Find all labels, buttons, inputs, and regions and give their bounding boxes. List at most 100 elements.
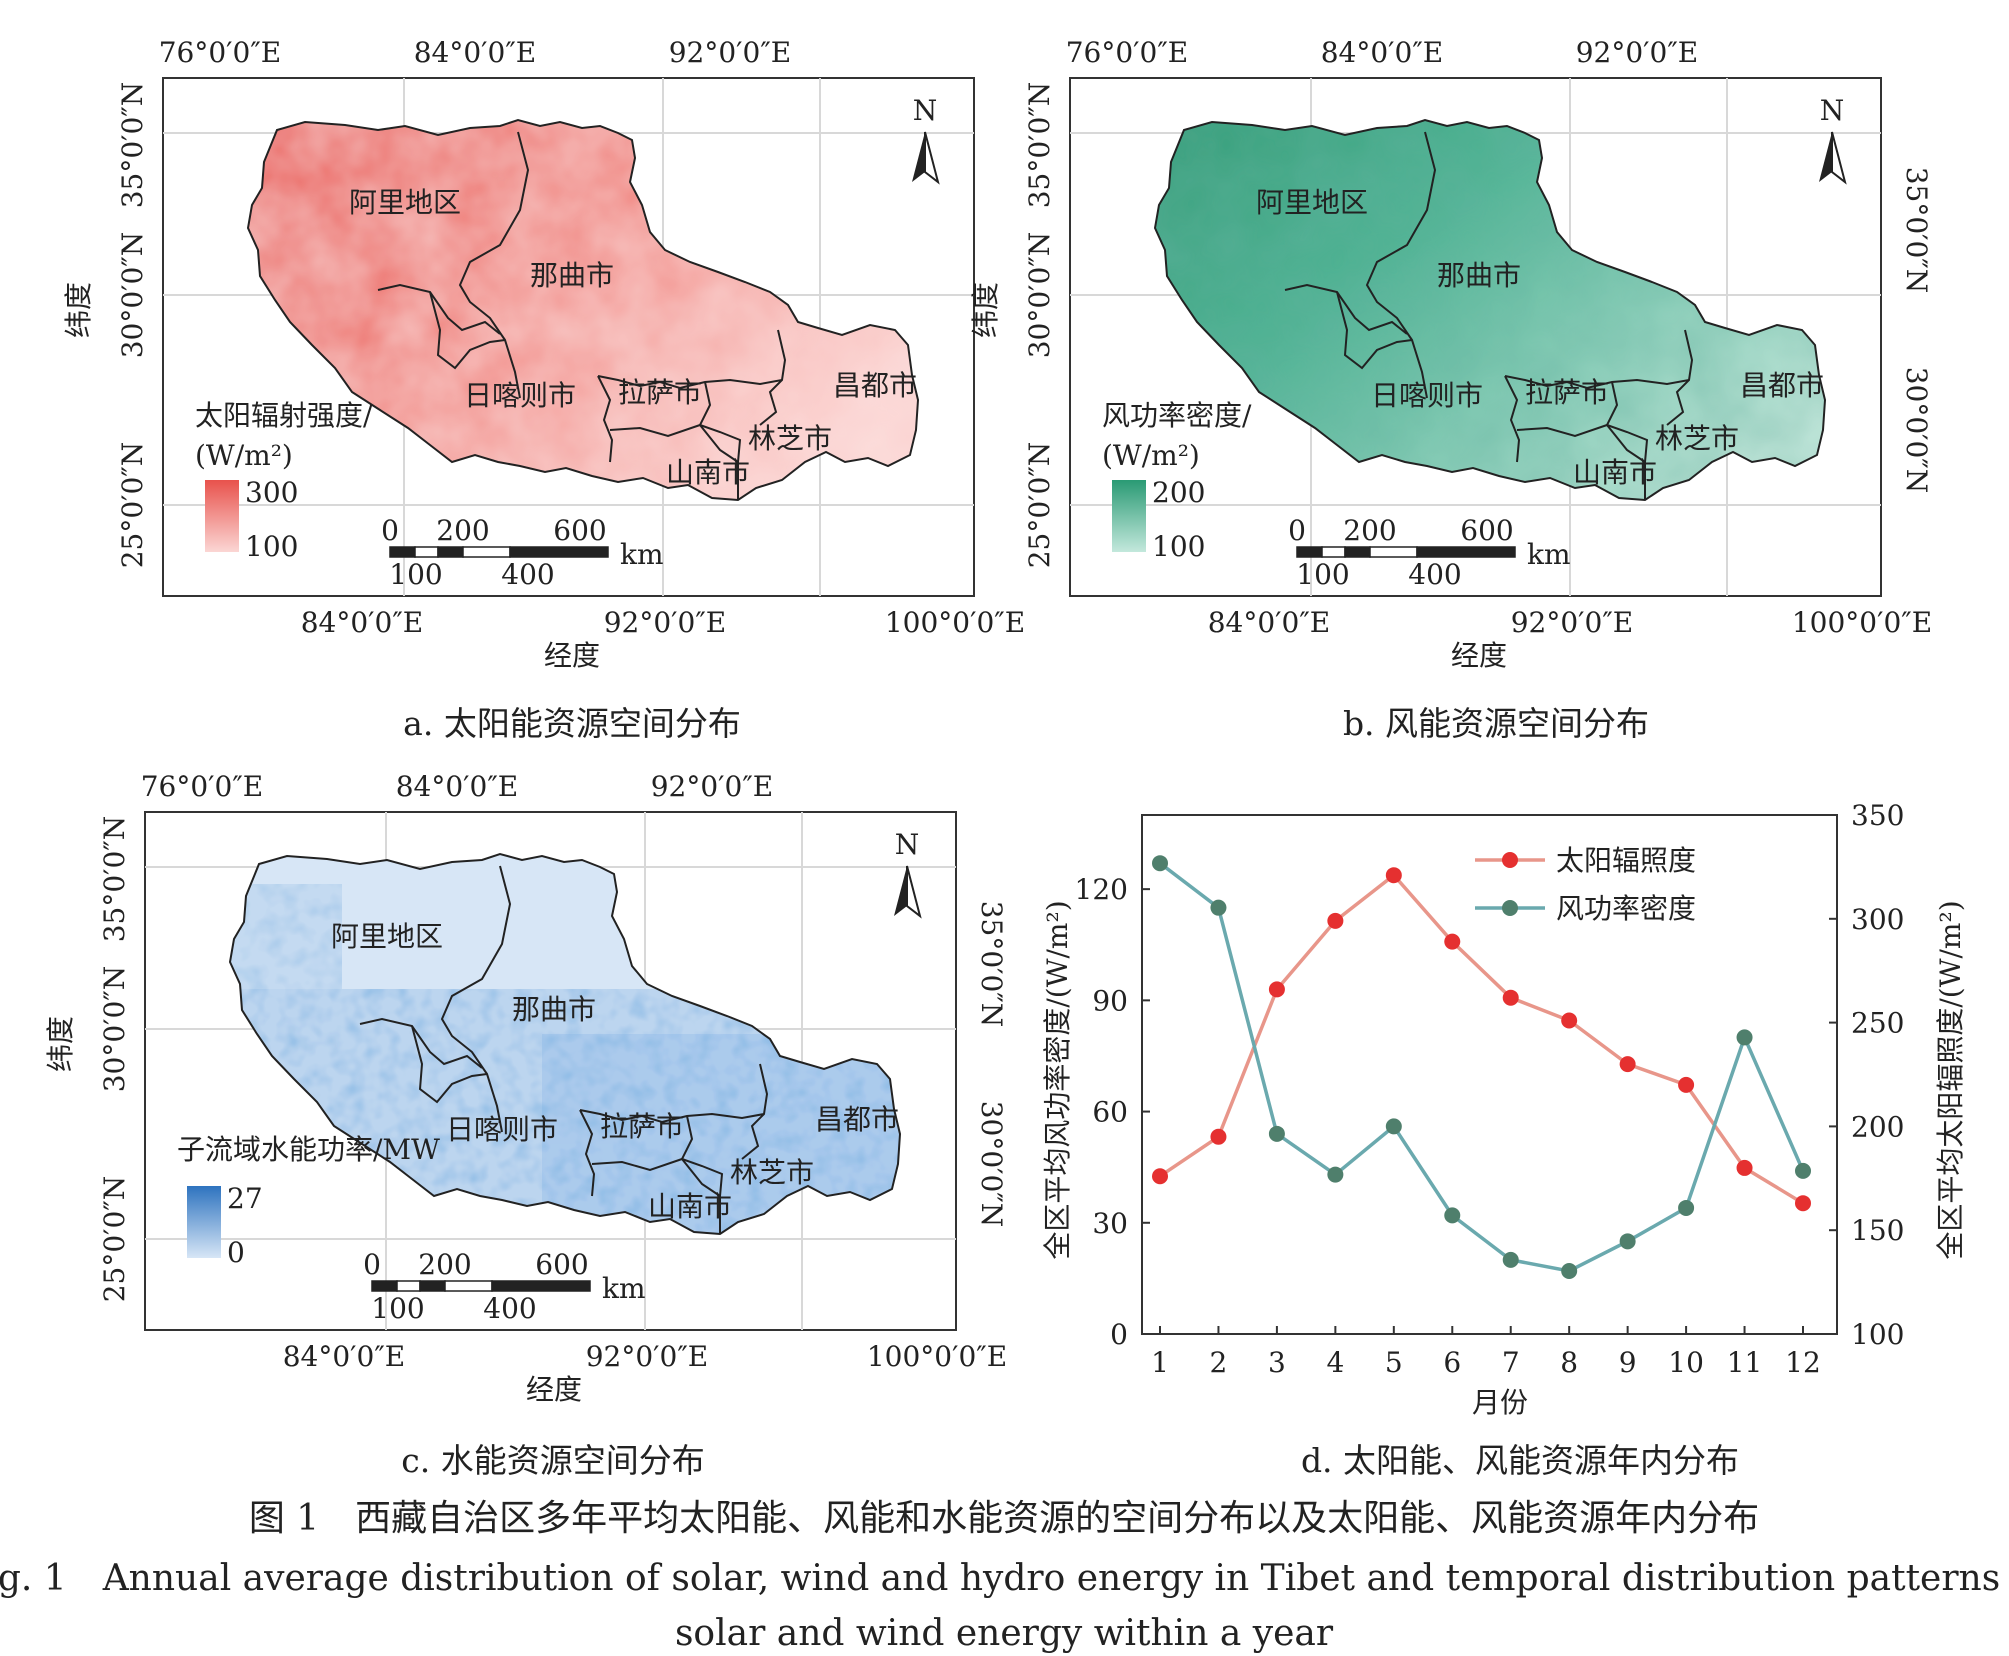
y-right-tick-label: 250 [1851, 1007, 1904, 1040]
scale-tick-bottom: 400 [483, 1292, 536, 1325]
region-label: 日喀则市 [1371, 379, 1483, 412]
data-point-wind [1736, 1029, 1753, 1046]
y-axis-left-label: 全区平均风功率密度/(W/m²) [1041, 900, 1074, 1259]
region-label: 昌都市 [815, 1103, 899, 1136]
scale-bar-segment [437, 546, 464, 558]
data-point-solar [1385, 867, 1402, 884]
lat-right-tick: 30°0′0″N [975, 1101, 1008, 1228]
lon-bottom-tick: 92°0′0″E [586, 1340, 709, 1373]
region-label: 拉萨市 [1525, 376, 1609, 409]
lat-left-tick: 30°0′0″N [1023, 232, 1056, 359]
scale-bar-segment [1416, 546, 1516, 558]
scale-unit: km [620, 538, 664, 571]
lon-top-tick: 92°0′0″E [1576, 36, 1699, 69]
y-right-tick-label: 150 [1851, 1214, 1904, 1247]
north-label: N [913, 94, 938, 127]
lat-left-tick: 35°0′0″N [1023, 82, 1056, 209]
y-right-tick-label: 300 [1851, 903, 1904, 936]
data-point-solar [1619, 1056, 1636, 1073]
caption-panel-a: a. 太阳能资源空间分布 [403, 704, 741, 743]
data-point-wind [1795, 1162, 1811, 1179]
x-tick-label: 6 [1443, 1346, 1461, 1379]
lon-bottom-tick: 92°0′0″E [1511, 606, 1634, 639]
caption-panel-b: b. 风能资源空间分布 [1343, 704, 1649, 743]
map-xlabel: 经度 [526, 1373, 582, 1406]
data-point-solar [1152, 1168, 1168, 1185]
lon-top-tick: 92°0′0″E [669, 36, 792, 69]
monthly-line-chart: 1 2 3 4 5 6 7 8 9 10 11 120306090120100150200250300… [1041, 799, 1967, 1419]
data-point-solar [1736, 1159, 1753, 1176]
legend-max: 27 [227, 1182, 263, 1215]
x-tick-label: 3 [1268, 1346, 1286, 1379]
lon-top-tick: 76°0′0″E [159, 36, 282, 69]
region-label: 拉萨市 [600, 1110, 684, 1143]
x-tick-label: 5 [1385, 1346, 1403, 1379]
lat-left-tick: 25°0′0″N [116, 442, 149, 569]
map-frame [1069, 77, 1882, 597]
region-label: 山南市 [1573, 456, 1657, 489]
y-axis-right-label: 全区平均太阳辐照度/(W/m²) [1934, 900, 1967, 1259]
x-tick-label: 12 [1785, 1346, 1821, 1379]
north-label: N [1820, 94, 1845, 127]
scale-tick-bottom: 400 [501, 558, 554, 591]
scale-bar-segment [389, 546, 416, 558]
data-point-solar [1268, 981, 1285, 998]
series-line-solar [1159, 872, 1804, 1205]
x-axis-label: 月份 [1472, 1386, 1528, 1419]
x-tick-label: 9 [1619, 1346, 1637, 1379]
data-point-wind [1678, 1199, 1695, 1216]
scale-bar-segment [1321, 546, 1346, 558]
map-ylabel: 纬度 [44, 1016, 77, 1072]
scale-tick-top: 0 [381, 514, 399, 547]
data-point-solar [1327, 912, 1344, 929]
y-left-tick-label: 30 [1092, 1207, 1128, 1240]
data-point-solar [1444, 933, 1461, 950]
legend-color-bar [187, 1186, 221, 1258]
lon-bottom-tick: 100°0′0″E [1792, 606, 1932, 639]
lat-left-tick: 35°0′0″N [98, 816, 131, 943]
lon-top-tick: 92°0′0″E [651, 770, 774, 803]
x-tick-label: 11 [1727, 1346, 1763, 1379]
lat-right-tick: 30°0′0″N [1900, 367, 1933, 494]
region-label: 阿里地区 [1256, 186, 1368, 219]
series-line-wind [1158, 861, 1805, 1273]
region-label: 昌都市 [833, 369, 917, 402]
x-tick-label: 4 [1326, 1346, 1344, 1379]
scale-unit: km [602, 1272, 646, 1305]
y-left-tick-label: 120 [1075, 873, 1128, 906]
y-right-tick-label: 350 [1851, 799, 1904, 832]
scale-bar-segment [371, 1280, 398, 1292]
scale-bar-segment [491, 1280, 591, 1292]
lon-top-tick: 84°0′0″E [414, 36, 537, 69]
region-label: 阿里地区 [349, 186, 461, 219]
scale-tick-top: 200 [436, 514, 489, 547]
north-arrow-icon [912, 132, 925, 182]
data-point-wind [1152, 855, 1168, 872]
scale-bar-segment [509, 546, 609, 558]
data-point-solar [1795, 1195, 1811, 1212]
legend-color-bar [1112, 480, 1146, 552]
x-tick-label: 1 [1151, 1346, 1169, 1379]
scale-tick-bottom: 100 [1296, 558, 1349, 591]
region-label: 山南市 [666, 456, 750, 489]
region-label: 拉萨市 [618, 376, 702, 409]
wind-map-panel: 76°0′0″E 84°0′0″E 92°0′0″E 84°0′0″E 92°0′0″E… [969, 36, 1933, 672]
data-point-wind [1210, 899, 1227, 916]
lon-bottom-tick: 100°0′0″E [867, 1340, 1007, 1373]
map-ylabel: 纬度 [969, 282, 1002, 338]
solar-map-panel: 76°0′0″E 84°0′0″E 92°0′0″E 84°0′0″E 92°0′0″E… [62, 36, 1025, 672]
scale-tick-bottom: 100 [389, 558, 442, 591]
legend-min: 0 [227, 1236, 245, 1269]
north-label: N [895, 828, 920, 861]
scale-bar-segment [1344, 546, 1371, 558]
scale-bar-segment [419, 1280, 446, 1292]
legend-max: 200 [1152, 476, 1205, 509]
caption-panel-c: c. 水能资源空间分布 [401, 1441, 704, 1480]
data-point-solar [1210, 1128, 1227, 1145]
data-point-wind [1268, 1125, 1285, 1142]
region-label: 日喀则市 [446, 1113, 558, 1146]
x-tick-label: 7 [1502, 1346, 1520, 1379]
region-label: 林芝市 [1655, 422, 1739, 455]
north-arrow-icon [1819, 132, 1832, 182]
